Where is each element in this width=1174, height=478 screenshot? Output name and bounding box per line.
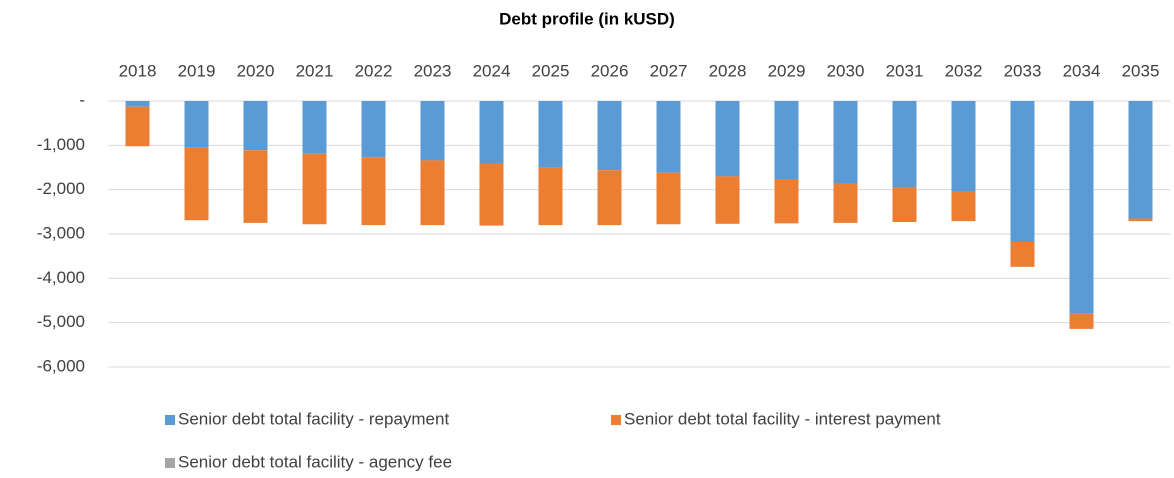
bar xyxy=(302,153,327,225)
bar xyxy=(951,191,976,222)
bar xyxy=(420,101,445,161)
x-tick-label: 2019 xyxy=(178,61,216,80)
bar xyxy=(715,101,740,177)
bar xyxy=(774,101,799,180)
bar xyxy=(125,106,150,147)
chart-title: Debt profile (in kUSD) xyxy=(499,9,675,28)
y-tick-label: -2,000 xyxy=(37,179,85,198)
bar xyxy=(302,101,327,154)
bar xyxy=(1128,101,1153,219)
legend-label: Senior debt total facility - repayment xyxy=(178,409,449,428)
bar xyxy=(1069,101,1094,314)
bar xyxy=(184,101,209,148)
legend-label: Senior debt total facility - interest pa… xyxy=(624,409,941,428)
bar xyxy=(597,170,622,226)
bar xyxy=(243,150,268,223)
y-tick-label: - xyxy=(79,90,85,109)
x-tick-label: 2023 xyxy=(414,61,452,80)
y-tick-label: -1,000 xyxy=(37,135,85,154)
bar xyxy=(361,101,386,158)
x-tick-label: 2021 xyxy=(296,61,334,80)
x-tick-label: 2024 xyxy=(473,61,511,80)
y-tick-label: -4,000 xyxy=(37,268,85,287)
bar xyxy=(892,101,917,188)
y-tick-label: -3,000 xyxy=(37,223,85,242)
x-tick-label: 2025 xyxy=(532,61,570,80)
legend-swatch xyxy=(165,458,175,468)
x-tick-label: 2026 xyxy=(591,61,629,80)
bar xyxy=(656,101,681,173)
x-tick-label: 2028 xyxy=(709,61,747,80)
x-tick-label: 2020 xyxy=(237,61,275,80)
bar xyxy=(243,101,268,151)
bar xyxy=(656,172,681,225)
legend-swatch xyxy=(611,415,621,425)
bar xyxy=(833,183,858,223)
x-tick-label: 2032 xyxy=(945,61,983,80)
bar xyxy=(774,179,799,224)
y-tick-label: -5,000 xyxy=(37,312,85,331)
x-tick-label: 2033 xyxy=(1004,61,1042,80)
bar xyxy=(479,101,504,164)
bar xyxy=(538,167,563,226)
x-tick-label: 2035 xyxy=(1122,61,1160,80)
bar xyxy=(892,187,917,223)
bar xyxy=(1128,218,1153,222)
bar xyxy=(715,176,740,224)
bar xyxy=(538,101,563,168)
x-tick-label: 2018 xyxy=(119,61,157,80)
bar xyxy=(184,147,209,221)
x-tick-label: 2027 xyxy=(650,61,688,80)
bar xyxy=(1010,241,1035,267)
bar xyxy=(125,101,150,107)
bar xyxy=(479,163,504,226)
x-tick-label: 2030 xyxy=(827,61,865,80)
x-tick-label: 2029 xyxy=(768,61,806,80)
x-tick-label: 2022 xyxy=(355,61,393,80)
x-tick-label: 2034 xyxy=(1063,61,1101,80)
bar xyxy=(951,101,976,192)
bar xyxy=(597,101,622,171)
legend-swatch xyxy=(165,415,175,425)
bar xyxy=(833,101,858,184)
bar xyxy=(420,160,445,226)
bar xyxy=(361,157,386,226)
bar xyxy=(1010,101,1035,242)
legend-label: Senior debt total facility - agency fee xyxy=(178,452,452,471)
y-tick-label: -6,000 xyxy=(37,356,85,375)
x-tick-label: 2031 xyxy=(886,61,924,80)
bar xyxy=(1069,313,1094,329)
